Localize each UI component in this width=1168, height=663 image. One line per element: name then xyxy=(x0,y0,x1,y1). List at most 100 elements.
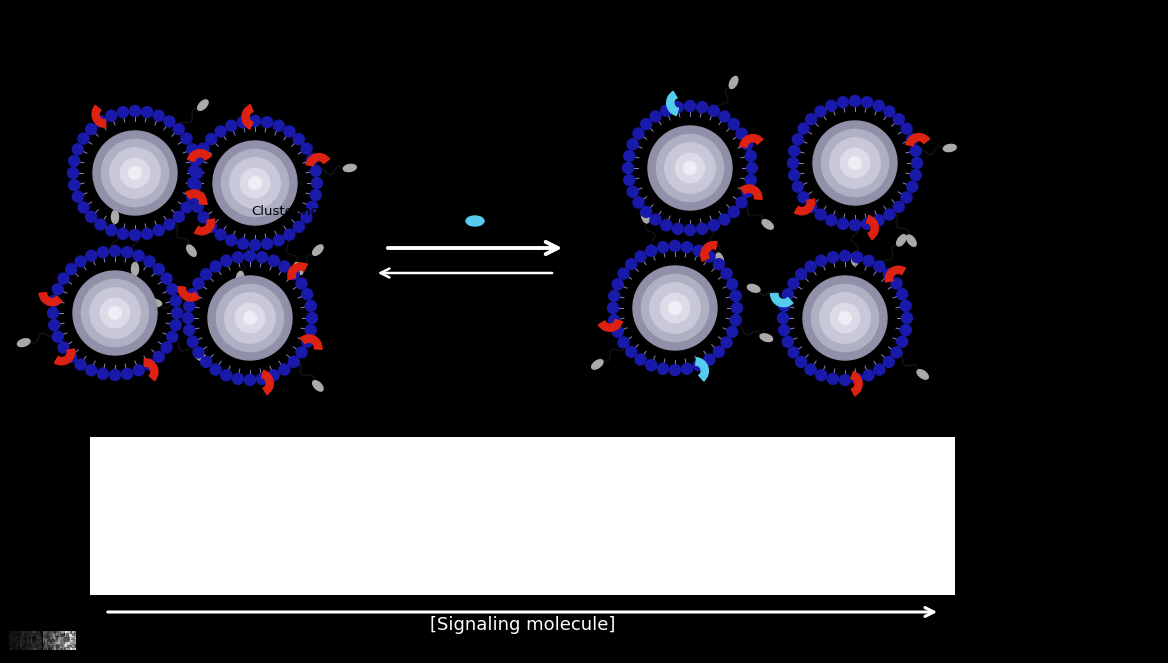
Ellipse shape xyxy=(197,100,208,110)
Circle shape xyxy=(75,359,86,370)
Circle shape xyxy=(902,312,912,324)
Wedge shape xyxy=(262,371,273,394)
Circle shape xyxy=(731,302,743,314)
Circle shape xyxy=(792,181,804,192)
Ellipse shape xyxy=(111,210,118,223)
Circle shape xyxy=(746,162,758,174)
Circle shape xyxy=(120,158,150,188)
Circle shape xyxy=(230,158,280,208)
Circle shape xyxy=(222,149,288,217)
Ellipse shape xyxy=(641,210,649,223)
Circle shape xyxy=(863,255,874,267)
Circle shape xyxy=(85,124,97,135)
Circle shape xyxy=(682,363,693,375)
Circle shape xyxy=(779,325,790,335)
Circle shape xyxy=(660,293,689,323)
Circle shape xyxy=(862,218,872,229)
Circle shape xyxy=(729,206,739,217)
Circle shape xyxy=(641,274,709,341)
Circle shape xyxy=(675,153,704,183)
Circle shape xyxy=(863,370,874,381)
Circle shape xyxy=(192,168,202,178)
Circle shape xyxy=(840,149,870,178)
Circle shape xyxy=(840,375,850,385)
Circle shape xyxy=(658,363,668,375)
Circle shape xyxy=(704,354,715,365)
Text: Clustering: Clustering xyxy=(251,205,319,218)
Circle shape xyxy=(646,360,656,371)
Circle shape xyxy=(612,278,624,290)
Circle shape xyxy=(153,110,165,121)
Circle shape xyxy=(837,97,848,107)
Circle shape xyxy=(607,302,619,314)
Wedge shape xyxy=(179,287,199,301)
Circle shape xyxy=(719,111,730,122)
Circle shape xyxy=(851,252,863,263)
Circle shape xyxy=(206,221,216,232)
Circle shape xyxy=(669,241,681,251)
Circle shape xyxy=(288,356,299,367)
Circle shape xyxy=(225,120,237,131)
Ellipse shape xyxy=(917,370,929,379)
Circle shape xyxy=(641,119,652,130)
Circle shape xyxy=(293,134,305,145)
Circle shape xyxy=(684,225,695,235)
Circle shape xyxy=(250,115,260,127)
Circle shape xyxy=(97,247,109,258)
Circle shape xyxy=(651,214,661,225)
Circle shape xyxy=(787,158,799,168)
Circle shape xyxy=(68,168,78,178)
Circle shape xyxy=(721,337,732,348)
Circle shape xyxy=(284,229,296,240)
Circle shape xyxy=(635,354,646,365)
Circle shape xyxy=(215,126,227,137)
Circle shape xyxy=(736,197,748,208)
Circle shape xyxy=(806,113,816,125)
Circle shape xyxy=(141,107,153,118)
Wedge shape xyxy=(242,105,252,129)
Circle shape xyxy=(187,289,199,300)
Circle shape xyxy=(669,365,681,375)
Ellipse shape xyxy=(897,235,906,246)
Circle shape xyxy=(75,256,86,267)
Circle shape xyxy=(144,256,155,267)
Circle shape xyxy=(262,238,272,249)
Circle shape xyxy=(815,106,826,117)
Circle shape xyxy=(48,308,58,318)
Circle shape xyxy=(273,235,284,246)
Circle shape xyxy=(646,245,656,256)
Circle shape xyxy=(279,364,290,375)
Circle shape xyxy=(894,202,904,212)
Circle shape xyxy=(729,119,739,130)
Circle shape xyxy=(745,151,757,161)
Circle shape xyxy=(721,268,732,279)
Circle shape xyxy=(301,289,313,300)
Circle shape xyxy=(296,278,307,289)
Ellipse shape xyxy=(236,271,244,284)
Ellipse shape xyxy=(343,164,356,172)
Ellipse shape xyxy=(762,219,773,229)
Ellipse shape xyxy=(851,253,858,265)
Circle shape xyxy=(110,148,160,198)
Circle shape xyxy=(249,177,262,190)
Circle shape xyxy=(235,303,265,333)
Circle shape xyxy=(216,284,284,351)
Circle shape xyxy=(874,364,885,375)
Circle shape xyxy=(269,255,279,267)
Wedge shape xyxy=(306,154,329,166)
Circle shape xyxy=(910,170,922,180)
Circle shape xyxy=(726,278,738,290)
Circle shape xyxy=(901,192,912,203)
Circle shape xyxy=(232,252,243,263)
Circle shape xyxy=(684,101,695,111)
Circle shape xyxy=(296,347,307,358)
Circle shape xyxy=(742,139,753,150)
Circle shape xyxy=(624,174,634,186)
Circle shape xyxy=(153,351,165,363)
Circle shape xyxy=(830,303,860,333)
Circle shape xyxy=(187,144,197,154)
Circle shape xyxy=(708,219,719,231)
Circle shape xyxy=(910,145,922,156)
Circle shape xyxy=(815,209,826,220)
Circle shape xyxy=(627,139,638,150)
